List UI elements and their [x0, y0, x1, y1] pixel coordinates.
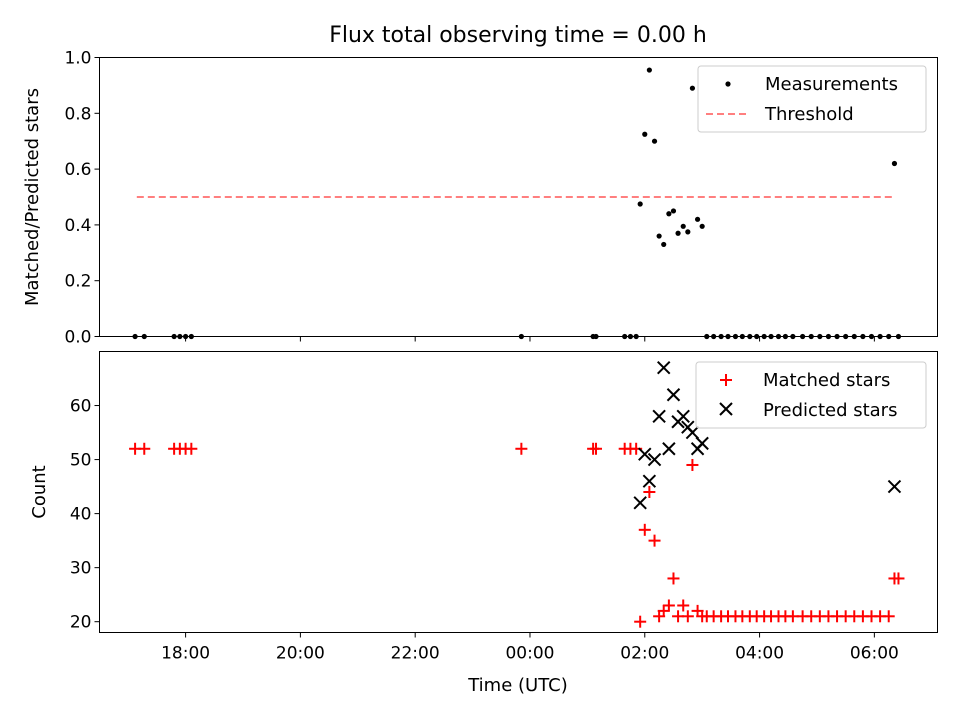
matched-stars-point	[643, 486, 656, 498]
bottom-y-tick-label: 60	[70, 397, 92, 417]
measurements-point	[666, 211, 672, 217]
measurements-point	[685, 229, 691, 235]
matched-stars-point	[515, 442, 528, 455]
predicted-stars-point	[887, 479, 902, 494]
matched-stars-point	[638, 523, 651, 536]
matched-stars-point	[648, 534, 661, 547]
bottom-legend: Matched stars Predicted stars	[695, 361, 927, 429]
matched-stars-point	[681, 610, 694, 623]
measurements-point	[670, 208, 677, 214]
measurements-point	[637, 201, 643, 207]
top-y-tick-label: 0.0	[64, 328, 91, 348]
legend-measurements-label: Measurements	[765, 74, 898, 95]
bottom-y-tick-label: 40	[70, 505, 92, 525]
bottom-y-tick-label: 30	[70, 559, 92, 579]
matched-stars-point	[589, 442, 602, 455]
measurements-point	[646, 67, 652, 73]
matched-stars-point	[657, 604, 670, 617]
bottom-panel: Count Time (UTC) 20 30 40 50 60 18:00 20:00 22…	[29, 351, 938, 696]
bottom-y-axis-label: Count	[29, 465, 50, 518]
top-y-tick-label: 0.4	[64, 216, 91, 236]
measurements-point	[689, 85, 696, 91]
matched-stars-point	[882, 610, 895, 623]
measurements-point	[891, 160, 898, 167]
matched-stars-point	[686, 458, 699, 471]
top-legend-box	[697, 65, 927, 133]
predicted-stars-point	[662, 442, 676, 456]
chart-title: Flux total observing time = 0.00 h	[329, 23, 707, 48]
predicted-stars-point	[652, 409, 666, 424]
matched-stars-point	[185, 442, 198, 455]
measurements-point	[642, 131, 648, 137]
top-y-tick-label: 0.8	[64, 104, 91, 124]
bottom-x-tick-label: 06:00	[850, 644, 899, 664]
bottom-x-axis-label: Time (UTC)	[467, 675, 568, 696]
bottom-x-tick-label: 20:00	[276, 644, 325, 664]
predicted-stars-point	[657, 361, 671, 375]
predicted-stars-point	[647, 452, 662, 467]
bottom-x-tick-label: 18:00	[161, 644, 210, 664]
legend-matched-label: Matched stars	[763, 370, 890, 391]
bottom-x-tick-label: 04:00	[735, 644, 784, 664]
matched-stars-point	[892, 572, 905, 585]
bottom-x-ticks: 18:00 20:00 22:00 00:00 02:00 04:00 06:00	[161, 632, 899, 664]
matched-stars-point	[138, 442, 151, 455]
legend-threshold-label: Threshold	[764, 104, 854, 125]
measurements-point	[661, 241, 667, 248]
bottom-x-tick-label: 22:00	[391, 644, 440, 664]
matched-stars-point	[677, 599, 690, 612]
predicted-stars-point	[666, 388, 681, 402]
bottom-x-tick-label: 02:00	[620, 644, 669, 664]
measurements-point	[694, 216, 701, 222]
bottom-axes-frame	[99, 351, 938, 633]
measurements-point	[651, 138, 658, 144]
top-y-tick-label: 1.0	[64, 49, 91, 69]
predicted-stars-point	[685, 425, 700, 440]
legend-measurements-marker	[725, 81, 731, 87]
bottom-y-ticks: 20 30 40 50 60	[70, 397, 100, 633]
measurements-point	[675, 230, 681, 236]
predicted-stars-point	[676, 409, 690, 424]
bottom-x-tick-label: 00:00	[505, 644, 554, 664]
matched-stars-point	[667, 572, 680, 585]
predicted-stars-point	[695, 436, 709, 451]
legend-predicted-label: Predicted stars	[763, 400, 897, 421]
bottom-y-tick-label: 50	[70, 451, 92, 471]
matched-stars-point	[662, 599, 675, 612]
bottom-legend-box	[695, 361, 927, 429]
legend-predicted-marker	[719, 402, 733, 416]
top-axes-frame	[99, 57, 938, 337]
legend-matched-marker	[720, 374, 732, 386]
top-y-tick-label: 0.6	[64, 160, 91, 180]
measurements-point	[680, 223, 686, 229]
predicted-stars-point	[642, 474, 657, 488]
predicted-stars-point	[638, 447, 652, 461]
matched-stars-point	[634, 615, 647, 628]
top-y-tick-label: 0.2	[64, 272, 91, 292]
bottom-y-tick-label: 20	[70, 613, 92, 633]
top-y-ticks: 0.0 0.2 0.4 0.6 0.8 1.0	[64, 49, 100, 348]
top-legend: Measurements Threshold	[697, 65, 927, 133]
measurements-point	[699, 223, 705, 229]
top-y-axis-label: Matched/Predicted stars	[22, 88, 43, 306]
predicted-stars-point	[633, 496, 647, 510]
top-panel: Flux total observing time = 0.00 h Match…	[22, 23, 938, 348]
measurements-point	[656, 233, 662, 239]
bottom-plot-marks	[129, 361, 905, 628]
